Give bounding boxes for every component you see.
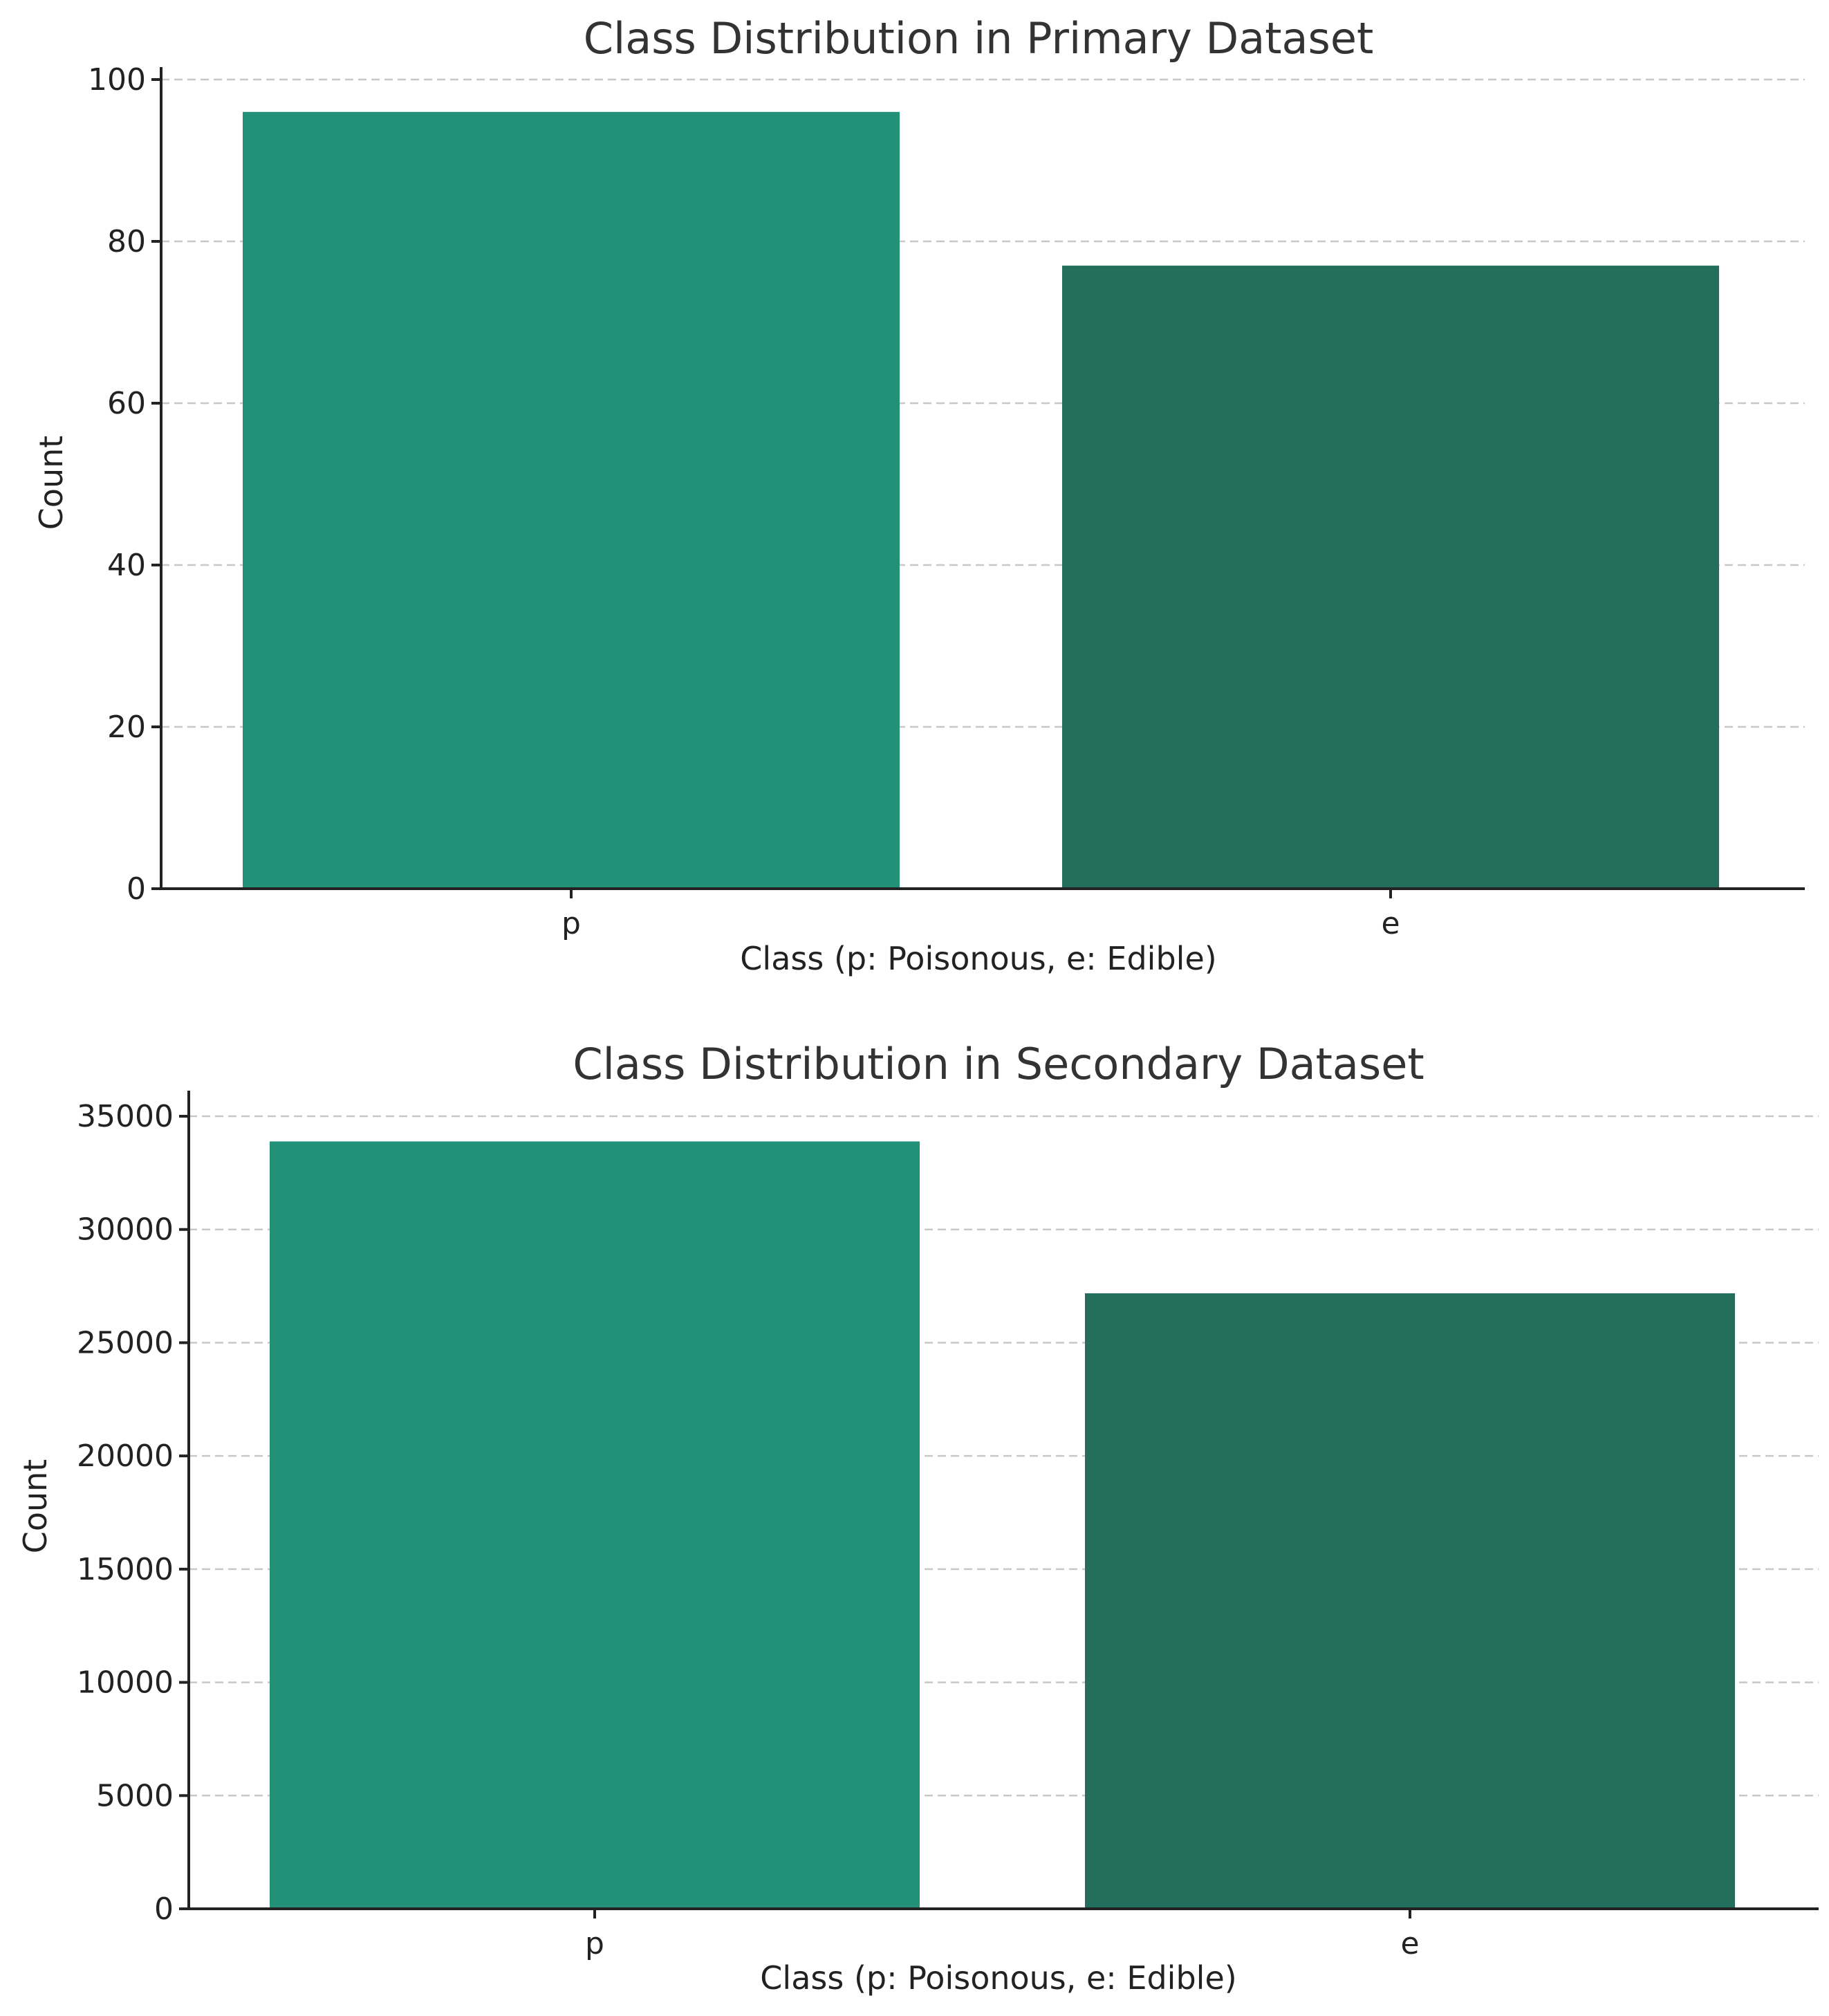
y-tick-label: 30000 <box>77 1212 174 1248</box>
y-tick-label: 15000 <box>77 1552 174 1587</box>
axes-spines <box>187 1091 1819 1910</box>
y-tick-label: 10000 <box>77 1665 174 1701</box>
bars <box>270 1141 1735 1909</box>
x-axis-label: Class (p: Poisonous, e: Edible) <box>760 1959 1236 1997</box>
secondary-chart: Class Distribution in Secondary Dataset … <box>17 1039 1819 1997</box>
axes-spines <box>160 67 1805 890</box>
y-tick-label: 25000 <box>77 1325 174 1360</box>
y-tick-label: 5000 <box>96 1778 174 1813</box>
x-tick-label: p <box>585 1926 604 1961</box>
y-axis-label: Count <box>33 436 70 530</box>
x-tick-label: e <box>1400 1926 1419 1961</box>
x-axis-label: Class (p: Poisonous, e: Edible) <box>740 940 1216 977</box>
bar-p <box>270 1141 920 1909</box>
y-ticks: 0 5000 10000 15000 20000 25000 30000 35000 <box>77 1099 189 1927</box>
y-tick-label: 35000 <box>77 1099 174 1134</box>
y-tick-label: 0 <box>127 871 146 907</box>
y-ticks: 0 20 40 60 80 100 <box>88 62 161 907</box>
chart-title: Class Distribution in Primary Dataset <box>584 13 1374 64</box>
y-tick-label: 80 <box>107 224 146 259</box>
primary-chart: Class Distribution in Primary Dataset Co… <box>33 13 1805 977</box>
y-tick-label: 20000 <box>77 1439 174 1474</box>
y-tick-label: 100 <box>88 62 146 98</box>
bar-e <box>1062 266 1719 889</box>
bar-p <box>243 111 900 889</box>
x-tick-label: e <box>1381 906 1400 941</box>
bar-e <box>1085 1293 1735 1909</box>
y-axis-label: Count <box>17 1459 54 1554</box>
bars <box>243 111 1719 889</box>
y-tick-label: 20 <box>107 710 146 745</box>
y-tick-label: 0 <box>154 1892 174 1927</box>
x-tick-label: p <box>561 906 581 941</box>
y-tick-label: 60 <box>107 386 146 421</box>
chart-title: Class Distribution in Secondary Dataset <box>573 1039 1424 1089</box>
y-tick-label: 40 <box>107 548 146 583</box>
